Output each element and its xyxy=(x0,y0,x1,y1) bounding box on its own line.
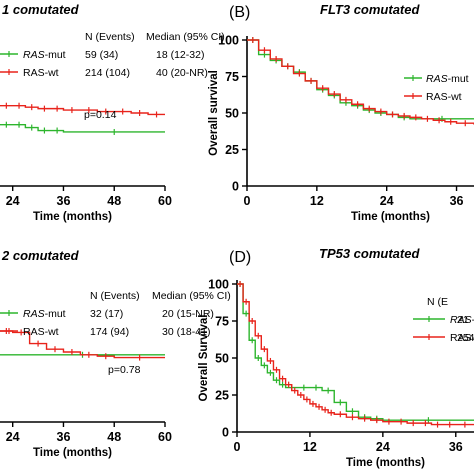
km-panel-3: 24 36 48 60 Time (months) 2 comutated N (Event… xyxy=(0,248,231,459)
y-tick-label: 100 xyxy=(218,34,239,48)
x-tick-label: 48 xyxy=(107,194,121,208)
x-tick-label: 24 xyxy=(6,430,20,444)
y-tick-label: 0 xyxy=(222,426,229,440)
x-axis-label: Time (months) xyxy=(33,211,112,223)
panel-title: TP53 comutated xyxy=(319,246,420,261)
y-tick-label: 50 xyxy=(215,352,229,366)
legend-n-events: 214 (104) xyxy=(85,67,130,79)
x-tick-label: 36 xyxy=(57,430,71,444)
x-tick-label: 24 xyxy=(376,440,390,454)
legend-median: 18 (12-32) xyxy=(156,49,204,61)
legend-label: RAS-wt xyxy=(450,332,474,344)
legend-header: Median (95% CI) xyxy=(152,290,231,302)
y-tick-label: 75 xyxy=(225,70,239,84)
legend-label: RAS-wt xyxy=(23,326,59,338)
legend-n-events: 21 xyxy=(457,314,469,326)
x-tick-label: 36 xyxy=(57,194,71,208)
legend-header: N (E xyxy=(427,296,448,308)
legend-n-events: 174 (94) xyxy=(90,326,129,338)
y-tick-label: 0 xyxy=(232,180,239,194)
y-axis-label: Overall Survival xyxy=(198,315,210,402)
p-value: p=0.14 xyxy=(84,109,117,121)
x-axis-label: Time (months) xyxy=(351,211,430,223)
legend-label: RAS-wt xyxy=(23,67,59,79)
y-tick-label: 100 xyxy=(208,278,229,292)
survival-curve-RAS-mut xyxy=(237,283,474,421)
y-tick-label: 50 xyxy=(225,107,239,121)
x-tick-label: 24 xyxy=(6,194,20,208)
survival-curve-RAS-mut xyxy=(0,123,165,133)
legend-label: RAS-mut xyxy=(23,308,66,320)
legend-n-events: 254 xyxy=(457,332,474,344)
survival-curve-RAS-wt xyxy=(0,105,165,116)
x-axis-label: Time (months) xyxy=(346,457,425,469)
x-tick-label: 60 xyxy=(158,430,172,444)
x-tick-label: 36 xyxy=(450,194,464,208)
panel-title: 2 comutated xyxy=(1,248,80,263)
legend-label: RAS-mut xyxy=(426,73,469,85)
x-tick-label: 0 xyxy=(244,194,251,208)
x-axis-label: Time (months) xyxy=(33,447,112,459)
panel-title: 1 comutated xyxy=(2,2,80,17)
legend-n-events: 32 (17) xyxy=(90,308,123,320)
x-tick-label: 24 xyxy=(380,194,394,208)
legend-header: N (Events) xyxy=(90,290,140,302)
legend-median: 40 (20-NR) xyxy=(156,67,208,79)
x-tick-label: 12 xyxy=(303,440,317,454)
legend-median: 30 (18-41) xyxy=(162,326,210,338)
legend-label: RAS-mut xyxy=(23,49,66,61)
km-panel-2: 0 12 24 36 0 25 50 75 100 Time (months) Overall su… xyxy=(208,2,474,223)
y-tick-label: 25 xyxy=(225,143,239,157)
x-tick-label: 60 xyxy=(158,194,172,208)
x-tick-label: 12 xyxy=(310,194,324,208)
y-tick-label: 75 xyxy=(215,315,229,329)
legend-label: RAS-wt xyxy=(426,91,462,103)
panel-letter: (D) xyxy=(229,249,251,266)
x-tick-label: 36 xyxy=(449,440,463,454)
panel-title: FLT3 comutated xyxy=(320,2,420,17)
legend-label: RAS-mut xyxy=(450,314,474,326)
p-value: p=0.78 xyxy=(108,364,141,376)
y-axis-label: Overall survival xyxy=(208,70,220,156)
km-panel-4: 0 12 24 36 0 25 50 75 100 Time (months) Overall Su… xyxy=(198,246,474,469)
x-tick-label: 0 xyxy=(234,440,241,454)
legend-median: 20 (15-NR) xyxy=(162,308,214,320)
panel-letter: (B) xyxy=(229,4,250,21)
legend-n-events: 59 (34) xyxy=(85,49,118,61)
legend-header: N (Events) xyxy=(85,31,135,43)
x-tick-label: 48 xyxy=(107,430,121,444)
legend-header: Median (95% CI) xyxy=(146,31,225,43)
y-tick-label: 25 xyxy=(215,389,229,403)
km-panel-1: 24 36 48 60 Time (months) 1 comutated N (Event… xyxy=(0,2,225,223)
survival-curve-RAS-wt xyxy=(247,39,474,125)
